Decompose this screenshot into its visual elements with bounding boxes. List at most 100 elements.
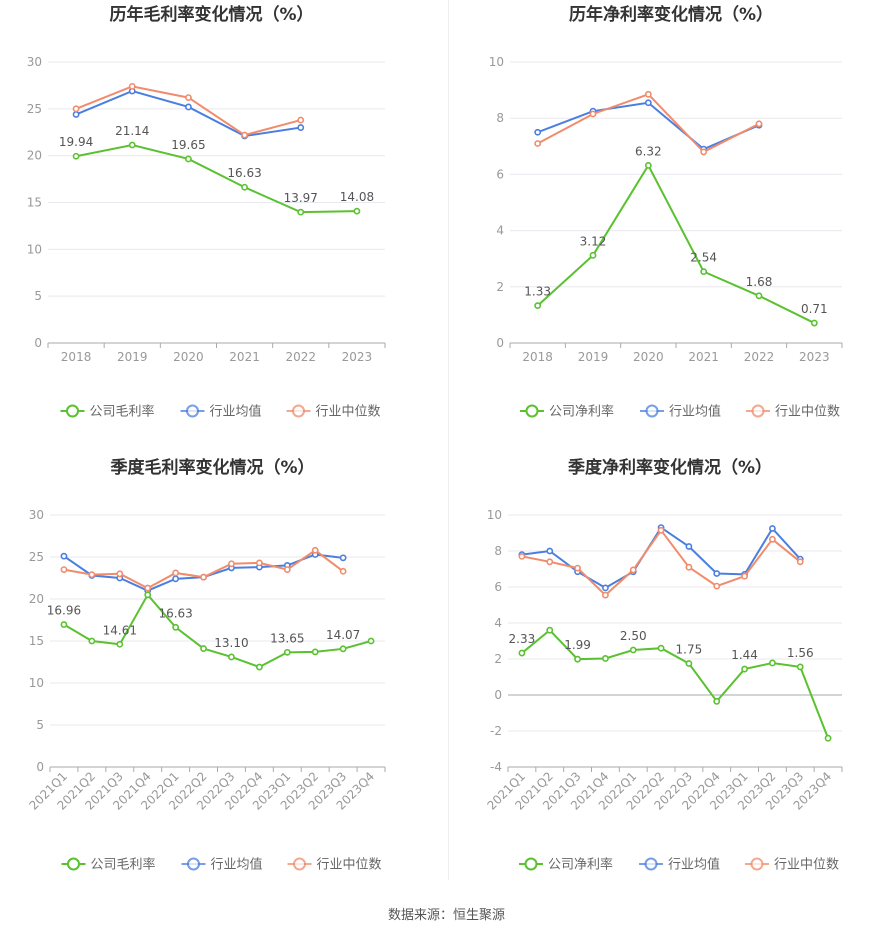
- legend-item-industry_median[interactable]: 行业中位数: [286, 404, 381, 420]
- legend-item-industry_median[interactable]: 行业中位数: [746, 404, 840, 420]
- legend-item-company[interactable]: 公司净利率: [519, 857, 613, 873]
- data-point-company[interactable]: [796, 663, 804, 671]
- data-point-industry_avg[interactable]: [60, 552, 68, 560]
- legend-item-industry_median[interactable]: 行业中位数: [745, 857, 839, 873]
- data-point-company[interactable]: [534, 302, 542, 310]
- data-point-industry_median[interactable]: [241, 131, 248, 139]
- data-point-company[interactable]: [72, 152, 80, 160]
- data-point-industry_median[interactable]: [185, 94, 192, 101]
- data-point-company[interactable]: [367, 637, 375, 645]
- data-point-company[interactable]: [255, 663, 263, 671]
- data-point-industry_avg[interactable]: [602, 584, 609, 592]
- data-point-company[interactable]: [700, 268, 708, 276]
- data-point-company[interactable]: [116, 640, 124, 648]
- data-point-industry_avg[interactable]: [644, 99, 652, 107]
- data-point-company[interactable]: [755, 292, 763, 300]
- data-point-industry_median[interactable]: [283, 566, 291, 573]
- legend-item-company[interactable]: 公司毛利率: [60, 404, 155, 420]
- data-point-industry_median[interactable]: [518, 553, 526, 560]
- data-point-company[interactable]: [185, 155, 192, 163]
- data-point-industry_avg[interactable]: [534, 128, 542, 136]
- data-point-industry_avg[interactable]: [769, 525, 776, 532]
- data-point-industry_median[interactable]: [589, 110, 597, 118]
- legend-item-industry_avg[interactable]: 行业均值: [640, 404, 721, 420]
- data-point-industry_avg[interactable]: [685, 543, 693, 550]
- data-point-industry_avg[interactable]: [185, 103, 192, 111]
- series-line-company: [63, 593, 372, 669]
- data-point-industry_median[interactable]: [228, 560, 235, 568]
- data-point-industry_median[interactable]: [534, 140, 542, 147]
- data-point-company[interactable]: [546, 626, 554, 634]
- data-point-company[interactable]: [172, 623, 180, 631]
- legend-item-company[interactable]: 公司净利率: [520, 404, 614, 420]
- y-tick-label: 8: [496, 111, 504, 125]
- data-point-company[interactable]: [685, 660, 693, 667]
- data-point-company[interactable]: [88, 637, 96, 645]
- data-point-industry_median[interactable]: [116, 570, 124, 578]
- data-point-company[interactable]: [128, 141, 136, 149]
- data-point-industry_median[interactable]: [546, 558, 554, 566]
- data-point-company[interactable]: [518, 649, 526, 657]
- data-point-company[interactable]: [824, 734, 832, 742]
- data-point-industry_median[interactable]: [200, 573, 207, 581]
- data-point-industry_median[interactable]: [144, 584, 152, 592]
- data-point-company[interactable]: [297, 208, 305, 216]
- data-point-industry_median[interactable]: [602, 591, 609, 599]
- data-point-industry_median[interactable]: [755, 120, 763, 128]
- data-point-company[interactable]: [629, 646, 637, 654]
- data-point-company[interactable]: [283, 648, 291, 656]
- data-point-company[interactable]: [200, 645, 207, 652]
- data-point-industry_median[interactable]: [574, 564, 581, 572]
- data-point-company[interactable]: [810, 319, 818, 327]
- data-point-industry_median[interactable]: [172, 569, 180, 577]
- data-point-industry_median[interactable]: [796, 558, 804, 566]
- data-point-industry_avg[interactable]: [72, 111, 80, 118]
- data-point-company[interactable]: [144, 591, 152, 599]
- data-point-company[interactable]: [769, 659, 776, 667]
- data-point-industry_avg[interactable]: [713, 570, 721, 577]
- data-point-industry_median[interactable]: [339, 567, 347, 575]
- data-point-industry_median[interactable]: [769, 535, 776, 543]
- legend-item-industry_avg[interactable]: 行业均值: [639, 857, 720, 873]
- data-point-industry_median[interactable]: [741, 572, 748, 580]
- data-point-company[interactable]: [589, 251, 597, 259]
- data-label: 19.65: [171, 138, 205, 152]
- data-point-company[interactable]: [657, 644, 665, 652]
- data-point-industry_median[interactable]: [60, 566, 68, 573]
- data-point-industry_median[interactable]: [629, 566, 637, 574]
- data-point-company[interactable]: [60, 621, 68, 628]
- data-point-company[interactable]: [574, 655, 581, 663]
- data-point-industry_avg[interactable]: [172, 575, 180, 583]
- data-point-industry_median[interactable]: [297, 116, 305, 124]
- data-point-industry_avg[interactable]: [297, 124, 305, 131]
- legend-item-industry_avg[interactable]: 行业均值: [180, 404, 262, 420]
- data-point-industry_median[interactable]: [700, 148, 708, 156]
- legend-item-industry_avg[interactable]: 行业均值: [181, 857, 263, 873]
- data-point-company[interactable]: [353, 207, 361, 215]
- data-point-company[interactable]: [241, 183, 248, 191]
- legend-label: 行业均值: [210, 404, 262, 420]
- data-point-company[interactable]: [228, 653, 235, 661]
- legend-item-company[interactable]: 公司毛利率: [61, 857, 156, 873]
- data-point-industry_median[interactable]: [88, 571, 96, 579]
- data-point-industry_median[interactable]: [255, 559, 263, 567]
- data-point-company[interactable]: [339, 645, 347, 653]
- data-point-company[interactable]: [741, 665, 748, 673]
- data-point-company[interactable]: [713, 697, 721, 705]
- data-point-industry_median[interactable]: [685, 563, 693, 571]
- data-point-industry_median[interactable]: [713, 582, 721, 590]
- data-point-industry_median[interactable]: [644, 90, 652, 98]
- data-point-industry_avg[interactable]: [339, 554, 347, 562]
- data-point-company[interactable]: [311, 648, 319, 656]
- y-tick-label: 4: [496, 224, 504, 238]
- data-point-industry_avg[interactable]: [546, 547, 554, 555]
- x-tick-label: 2018: [61, 350, 92, 364]
- x-tick-label: 2023: [799, 350, 830, 364]
- legend-item-industry_median[interactable]: 行业中位数: [287, 857, 382, 873]
- data-point-industry_median[interactable]: [72, 105, 80, 113]
- data-point-company[interactable]: [644, 162, 652, 169]
- data-point-company[interactable]: [602, 655, 609, 662]
- data-point-industry_median[interactable]: [128, 82, 136, 90]
- data-point-industry_median[interactable]: [657, 526, 665, 534]
- data-point-industry_median[interactable]: [311, 546, 319, 554]
